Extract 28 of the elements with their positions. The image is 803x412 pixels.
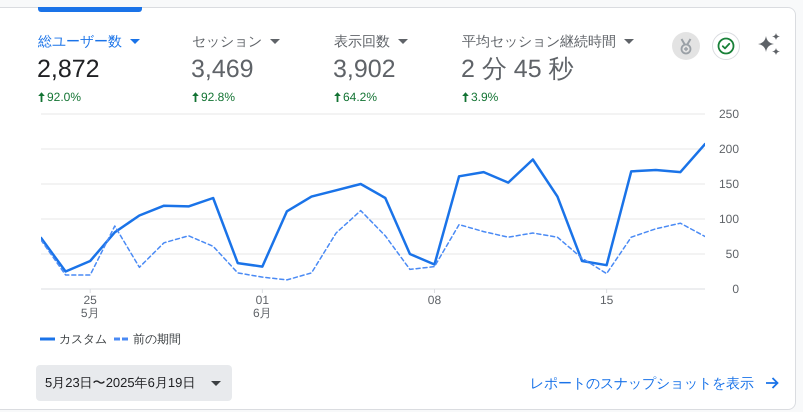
y-tick-label: 100 xyxy=(718,212,740,226)
text: 2 分 45 秒 xyxy=(461,55,574,83)
text: 64.2% xyxy=(343,90,378,104)
text: 3.9% xyxy=(471,90,498,104)
line-series xyxy=(41,142,705,273)
text: 3,469 xyxy=(191,55,254,83)
legend-label: カスタム xyxy=(59,330,107,348)
x-tick-label: 25 5月 xyxy=(80,293,100,320)
y-tick-label: 50 xyxy=(726,247,740,261)
line-series xyxy=(41,210,705,281)
text: レポートのスナップショットを表示 xyxy=(530,375,754,391)
text: 平均セッション継続時間 xyxy=(462,33,616,49)
text: 5月23日〜2025年6月19日 xyxy=(45,375,196,390)
y-tick-label: 200 xyxy=(718,142,740,156)
text: 総ユーザー数 xyxy=(38,33,122,49)
y-tick-label: 0 xyxy=(732,282,740,296)
x-tick-label: 15 xyxy=(600,293,614,307)
legend-label: 前の期間 xyxy=(133,330,181,348)
text: 92.8% xyxy=(201,90,236,104)
x-tick-label: 08 xyxy=(428,293,442,307)
text: セッション xyxy=(192,33,262,49)
y-tick-label: 250 xyxy=(718,107,740,121)
text: 92.0% xyxy=(47,90,82,104)
text: 表示回数 xyxy=(334,33,390,49)
x-tick-label: 01 6月 xyxy=(252,293,272,320)
text: 3,902 xyxy=(333,55,396,83)
y-tick-label: 150 xyxy=(718,177,740,191)
text: 2,872 xyxy=(37,55,100,83)
